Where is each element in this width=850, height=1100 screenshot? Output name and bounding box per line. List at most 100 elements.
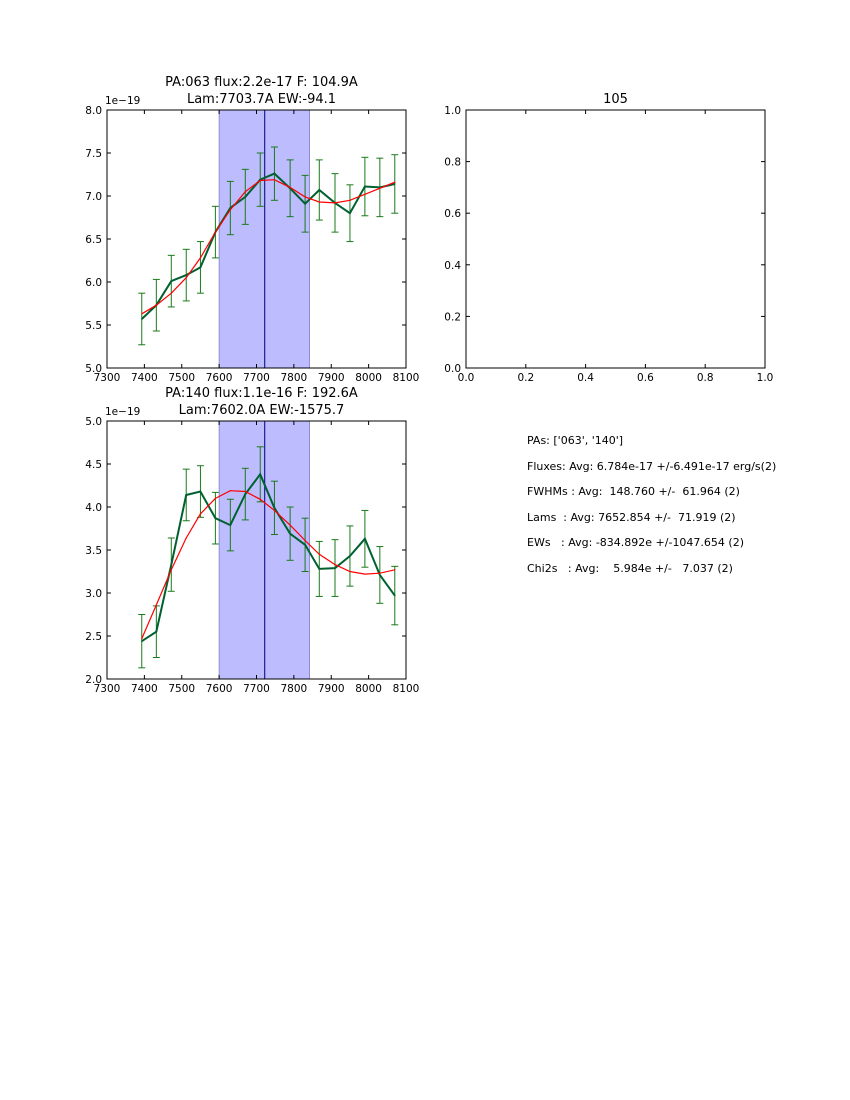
y-tick-label: 1.0	[444, 105, 461, 117]
axes-frame	[465, 109, 766, 369]
data-point	[214, 517, 216, 519]
chart-3: 7300 7400 7500 7600 7700 7800 7900 8000 8100 2.0 2…	[85, 386, 419, 695]
x-tick-label: 7400	[131, 683, 158, 695]
data-point	[244, 196, 246, 198]
data-point	[199, 266, 202, 268]
y-tick-label: 6.5	[85, 234, 102, 246]
fit-point	[364, 573, 366, 575]
x-tick-label: 0.0	[458, 372, 475, 384]
chart-1: 7300 7400 7500 7600 7700 7800 7900 8000 8100 5.0 5…	[85, 75, 419, 384]
data-point	[185, 274, 187, 276]
y-tick-label: 5.5	[85, 320, 102, 332]
summary-fwhms: FWHMs : Avg: 148.760 +/- 61.964 (2)	[527, 485, 740, 499]
data-point	[199, 490, 202, 493]
data-point	[170, 280, 172, 282]
x-tick-label: 7400	[131, 372, 158, 384]
y-tick-label: 4.0	[85, 502, 102, 514]
data-point	[289, 533, 291, 535]
x-tick-label: 7600	[206, 683, 233, 695]
fit-point	[199, 257, 202, 259]
data-point	[259, 473, 261, 475]
fit-point	[199, 513, 202, 515]
fit-point	[214, 497, 216, 499]
y-tick-label: 3.5	[85, 545, 102, 557]
fit-point	[273, 509, 276, 512]
x-tick-label: 8100	[393, 683, 420, 695]
data-point	[185, 494, 187, 496]
summary-lams: Lams : Avg: 7652.854 +/- 71.919 (2)	[527, 510, 736, 524]
data-point	[155, 631, 157, 633]
chart-title: PA:140 flux:1.1e-16 F: 192.6A	[165, 386, 358, 401]
y-tick-label: 4.5	[85, 459, 102, 471]
chart-title: 105	[603, 92, 628, 107]
y-tick-label: 3.0	[85, 588, 102, 600]
summary-ews: EWs : Avg: -834.892e +/-1047.654 (2)	[527, 536, 745, 550]
data-series-line	[141, 172, 396, 320]
fit-point	[155, 304, 157, 306]
fit-point	[214, 231, 216, 233]
x-tick-label: 0.2	[517, 372, 534, 384]
x-tick-label: 7800	[281, 683, 308, 695]
data-series-line	[141, 472, 396, 643]
chart-title: PA:063 flux:2.2e-17 F: 104.9A	[165, 75, 358, 90]
summary-panel: PAs: ['063', '140'] Fluxes: Avg: 6.784e-…	[527, 434, 776, 588]
x-tick-label: 8100	[393, 372, 420, 384]
y-tick-label: 5.0	[85, 363, 102, 375]
data-point	[394, 594, 396, 597]
data-point	[364, 538, 366, 540]
x-tick-label: 7500	[168, 372, 195, 384]
data-point	[379, 574, 381, 576]
fit-point	[364, 193, 366, 195]
fit-point	[304, 539, 306, 542]
data-point	[334, 567, 336, 569]
x-tick-label: 7900	[318, 683, 345, 695]
y-tick-label: 0.8	[444, 157, 461, 169]
fit-point	[379, 572, 381, 574]
fit-point	[289, 186, 291, 188]
x-tick-label: 7700	[243, 372, 270, 384]
fit-point	[289, 524, 291, 526]
y-tick-label: 7.0	[85, 191, 102, 203]
x-tick-label: 0.8	[697, 372, 714, 384]
y-offset-label: 1e−19	[105, 95, 140, 107]
fit-point	[379, 187, 381, 189]
data-point	[318, 189, 320, 191]
fit-point	[244, 191, 246, 193]
y-tick-label: 8.0	[85, 105, 102, 117]
fit-point	[349, 570, 351, 573]
data-point	[349, 212, 351, 214]
data-point	[304, 203, 306, 205]
summary-pas: PAs: ['063', '140']	[527, 434, 624, 447]
x-tick-label: 7900	[318, 372, 345, 384]
fit-point	[185, 277, 187, 279]
fit-point	[259, 498, 261, 500]
x-tick-label: 8000	[355, 372, 382, 384]
data-point	[394, 183, 396, 185]
fit-point	[244, 490, 246, 493]
data-point	[229, 524, 231, 526]
y-tick-label: 5.0	[85, 416, 102, 428]
chart-2: 0.0 0.2 0.4 0.6 0.8 1.0 0.0 0.2 0.4 0.6 0.8 1.0 105	[444, 92, 773, 384]
fit-point	[229, 209, 231, 211]
summary-fluxes: Fluxes: Avg: 6.784e-17 +/-6.491e-17 erg/…	[527, 459, 777, 473]
x-tick-label: 0.4	[577, 372, 594, 384]
y-tick-label: 0.4	[444, 260, 461, 272]
fit-point	[155, 604, 157, 606]
y-offset-label: 1e−19	[105, 406, 140, 418]
fit-point	[141, 637, 143, 640]
fit-point	[318, 201, 320, 203]
fit-series-line	[141, 490, 395, 639]
data-point	[170, 564, 172, 566]
y-tick-label: 0.2	[444, 311, 461, 323]
data-point	[318, 568, 320, 570]
y-tick-label: 6.0	[85, 277, 102, 289]
fit-point	[273, 179, 276, 181]
fit-point	[394, 569, 396, 571]
fit-point	[334, 564, 336, 566]
data-point	[244, 493, 246, 495]
data-point	[273, 507, 276, 509]
data-point	[273, 173, 276, 175]
chart-subtitle: Lam:7602.0A EW:-1575.7	[179, 403, 345, 418]
fit-point	[229, 490, 231, 492]
